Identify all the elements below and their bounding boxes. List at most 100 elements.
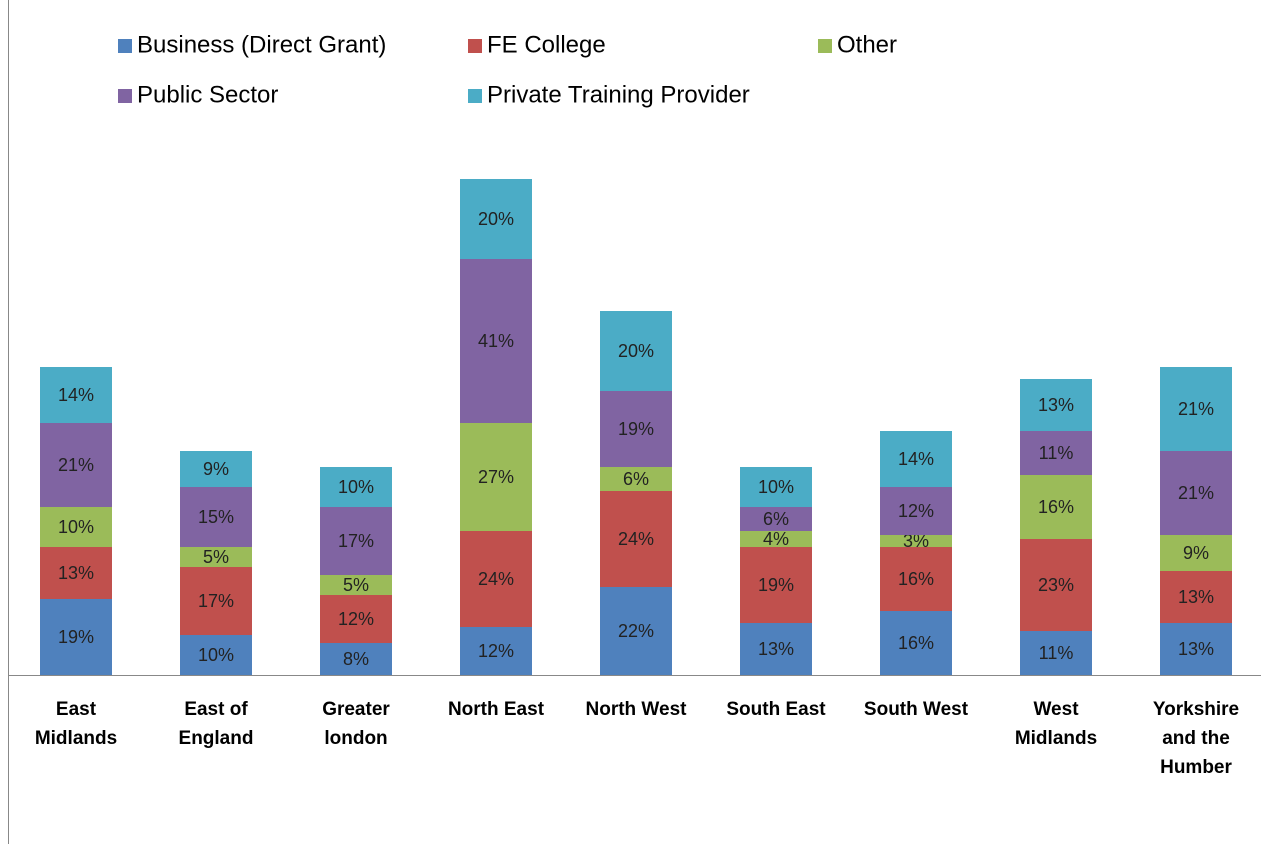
- bar-segment: [740, 531, 812, 547]
- bar-segment: [880, 611, 952, 675]
- bar-segment: [460, 259, 532, 423]
- x-tick-label: West Midlands: [1015, 699, 1097, 749]
- bar-segment: [740, 507, 812, 531]
- bar-segment: [1160, 571, 1232, 623]
- bar-segment: [460, 627, 532, 675]
- x-tick-label: South West: [864, 699, 969, 720]
- data-label: 6%: [763, 509, 789, 529]
- data-label: 21%: [58, 455, 94, 475]
- data-label: 21%: [1178, 483, 1214, 503]
- data-label: 10%: [758, 477, 794, 497]
- data-label: 16%: [898, 633, 934, 653]
- data-label: 13%: [1178, 639, 1214, 659]
- data-label: 9%: [203, 459, 229, 479]
- bar-segment: [740, 547, 812, 623]
- bar-segment: [880, 487, 952, 535]
- bar-segment: [880, 547, 952, 611]
- bar-segment: [180, 567, 252, 635]
- data-label: 12%: [478, 641, 514, 661]
- data-label: 3%: [903, 531, 929, 551]
- data-label: 41%: [478, 331, 514, 351]
- data-label: 5%: [343, 575, 369, 595]
- x-tick-line: Humber: [1160, 757, 1232, 778]
- data-label: 22%: [618, 621, 654, 641]
- data-label: 17%: [338, 531, 374, 551]
- data-label: 20%: [478, 209, 514, 229]
- bar-segment: [460, 531, 532, 627]
- legend-swatch: [118, 89, 132, 103]
- x-tick-line: Midlands: [35, 728, 117, 749]
- bar-segment: [460, 423, 532, 531]
- bar-segment: [320, 467, 392, 507]
- x-tick-label: East Midlands: [35, 699, 117, 749]
- data-label: 4%: [763, 529, 789, 549]
- bar-segment: [1160, 535, 1232, 571]
- x-tick-line: Yorkshire: [1153, 699, 1239, 720]
- data-label: 10%: [338, 477, 374, 497]
- legend-swatch: [468, 89, 482, 103]
- data-label: 8%: [343, 649, 369, 669]
- data-label: 13%: [1178, 587, 1214, 607]
- data-label: 12%: [898, 501, 934, 521]
- bar-segment: [600, 311, 672, 391]
- legend-label: FE College: [487, 31, 606, 58]
- data-label: 13%: [1038, 395, 1074, 415]
- bar-segment: [1160, 451, 1232, 535]
- legend-label: Business (Direct Grant): [137, 31, 386, 58]
- bar-segment: [460, 179, 532, 259]
- data-label: 10%: [58, 517, 94, 537]
- data-label: 24%: [478, 569, 514, 589]
- bar-segment: [1020, 431, 1092, 475]
- x-tick-label: South East: [726, 699, 826, 720]
- x-tick-line: East: [56, 699, 97, 720]
- bar-segment: [740, 623, 812, 675]
- data-label: 16%: [1038, 497, 1074, 517]
- data-label: 11%: [1039, 643, 1074, 663]
- legend-swatch: [818, 39, 832, 53]
- x-tick-line: london: [324, 728, 387, 749]
- legend-label: Private Training Provider: [487, 81, 750, 108]
- x-tick-line: South East: [726, 699, 826, 720]
- x-tick-line: and the: [1162, 728, 1230, 749]
- bar-segment: [1020, 539, 1092, 631]
- bar-segment: [1160, 367, 1232, 451]
- data-label: 12%: [338, 609, 374, 629]
- legend-swatch: [468, 39, 482, 53]
- bar-segment: [600, 491, 672, 587]
- data-label: 15%: [198, 507, 234, 527]
- x-tick-line: North West: [586, 699, 688, 720]
- data-label: 19%: [58, 627, 94, 647]
- x-tick-label: North West: [586, 699, 688, 720]
- bar-segment: [880, 535, 952, 547]
- bar-segment: [320, 507, 392, 575]
- x-tick-line: Midlands: [1015, 728, 1097, 749]
- bar-segment: [320, 575, 392, 595]
- data-label: 14%: [898, 449, 934, 469]
- bar-segment: [1020, 475, 1092, 539]
- data-label: 23%: [1038, 575, 1074, 595]
- bar-segment: [600, 467, 672, 491]
- bar-segment: [40, 423, 112, 507]
- data-label: 13%: [758, 639, 794, 659]
- data-label: 5%: [203, 547, 229, 567]
- bar-segment: [740, 467, 812, 507]
- bar-segment: [180, 487, 252, 547]
- bar-segment: [180, 451, 252, 487]
- data-label: 11%: [1039, 443, 1074, 463]
- data-label: 20%: [618, 341, 654, 361]
- x-tick-line: East of: [184, 699, 248, 720]
- data-label: 24%: [618, 529, 654, 549]
- x-tick-label: North East: [448, 699, 545, 720]
- data-label: 27%: [478, 467, 514, 487]
- x-tick-line: England: [179, 728, 254, 749]
- data-label: 16%: [898, 569, 934, 589]
- data-label: 6%: [623, 469, 649, 489]
- x-tick-line: West: [1033, 699, 1079, 720]
- data-label: 10%: [198, 645, 234, 665]
- bar-segment: [600, 391, 672, 467]
- bar-segment: [40, 367, 112, 423]
- bar-segment: [40, 599, 112, 675]
- data-label: 13%: [58, 563, 94, 583]
- legend-swatch: [118, 39, 132, 53]
